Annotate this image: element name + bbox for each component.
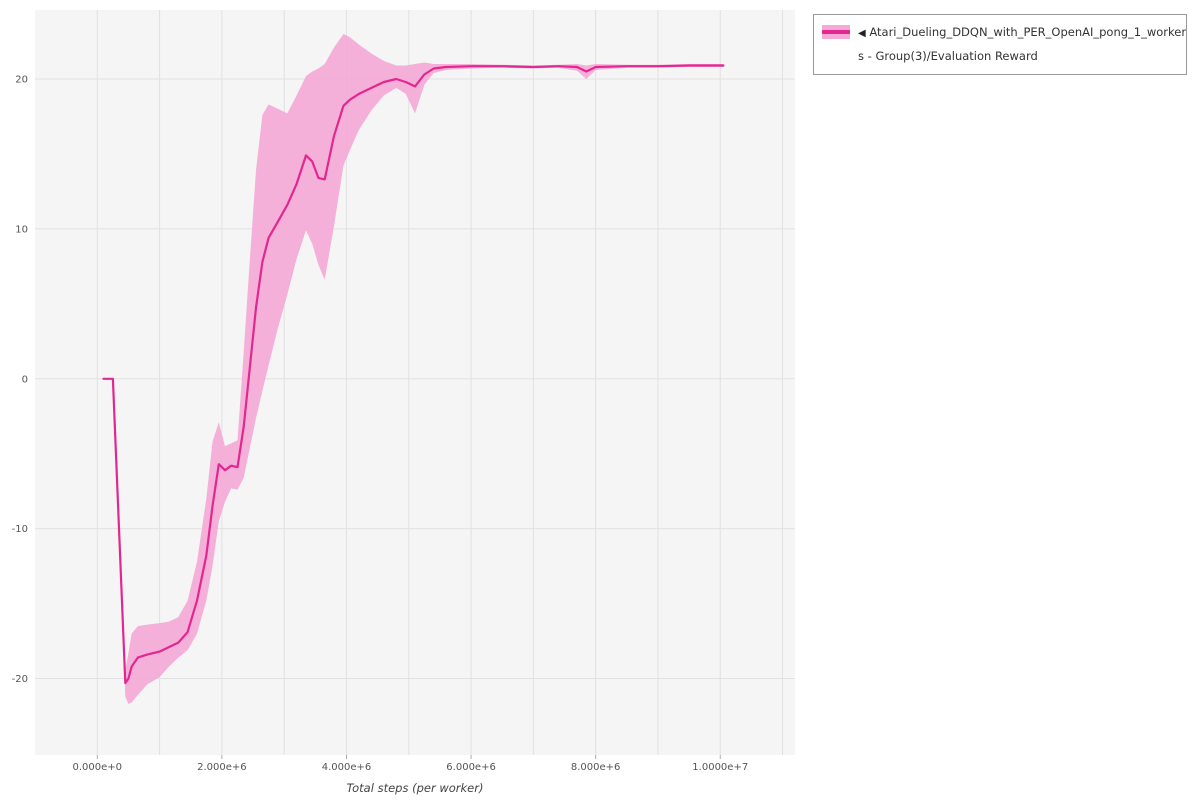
mean-reward-line: [102, 64, 725, 685]
y-tick-label: 0: [22, 374, 28, 385]
legend-label-line2: s - Group(3)/Evaluation Reward: [858, 49, 1038, 63]
confidence-band: [103, 34, 724, 704]
legend-label-line1: Atari_Dueling_DDQN_with_PER_OpenAI_pong_…: [869, 25, 1187, 39]
x-axis-title: Total steps (per worker): [347, 781, 484, 795]
y-tick-label: -10: [12, 524, 28, 535]
legend-series-swatch: [822, 25, 850, 39]
y-tick-label: 10: [15, 224, 28, 235]
legend[interactable]: ◀ Atari_Dueling_DDQN_with_PER_OpenAI_pon…: [813, 14, 1187, 75]
x-tick-label: 1.0000e+7: [692, 762, 748, 773]
x-tick-label: 2.000e+6: [197, 762, 247, 773]
x-tick-label: 0.000e+0: [73, 762, 123, 773]
x-tick-label: 8.000e+6: [571, 762, 621, 773]
y-tick-label: -20: [12, 674, 28, 685]
x-axis-ticks: 0.000e+0 2.000e+6 4.000e+6 6.000e+6 8.000e+6…: [73, 755, 748, 773]
legend-series-line-marker: [822, 30, 850, 34]
y-axis-ticks: -20 -10 0 10 20: [12, 74, 28, 685]
y-tick-label: 20: [15, 74, 28, 85]
x-tick-label: 6.000e+6: [446, 762, 496, 773]
legend-collapse-icon[interactable]: ◀: [858, 28, 866, 39]
grid-lines: [35, 10, 795, 755]
legend-label: ◀ Atari_Dueling_DDQN_with_PER_OpenAI_pon…: [858, 21, 1186, 67]
x-tick-label: 4.000e+6: [322, 762, 372, 773]
